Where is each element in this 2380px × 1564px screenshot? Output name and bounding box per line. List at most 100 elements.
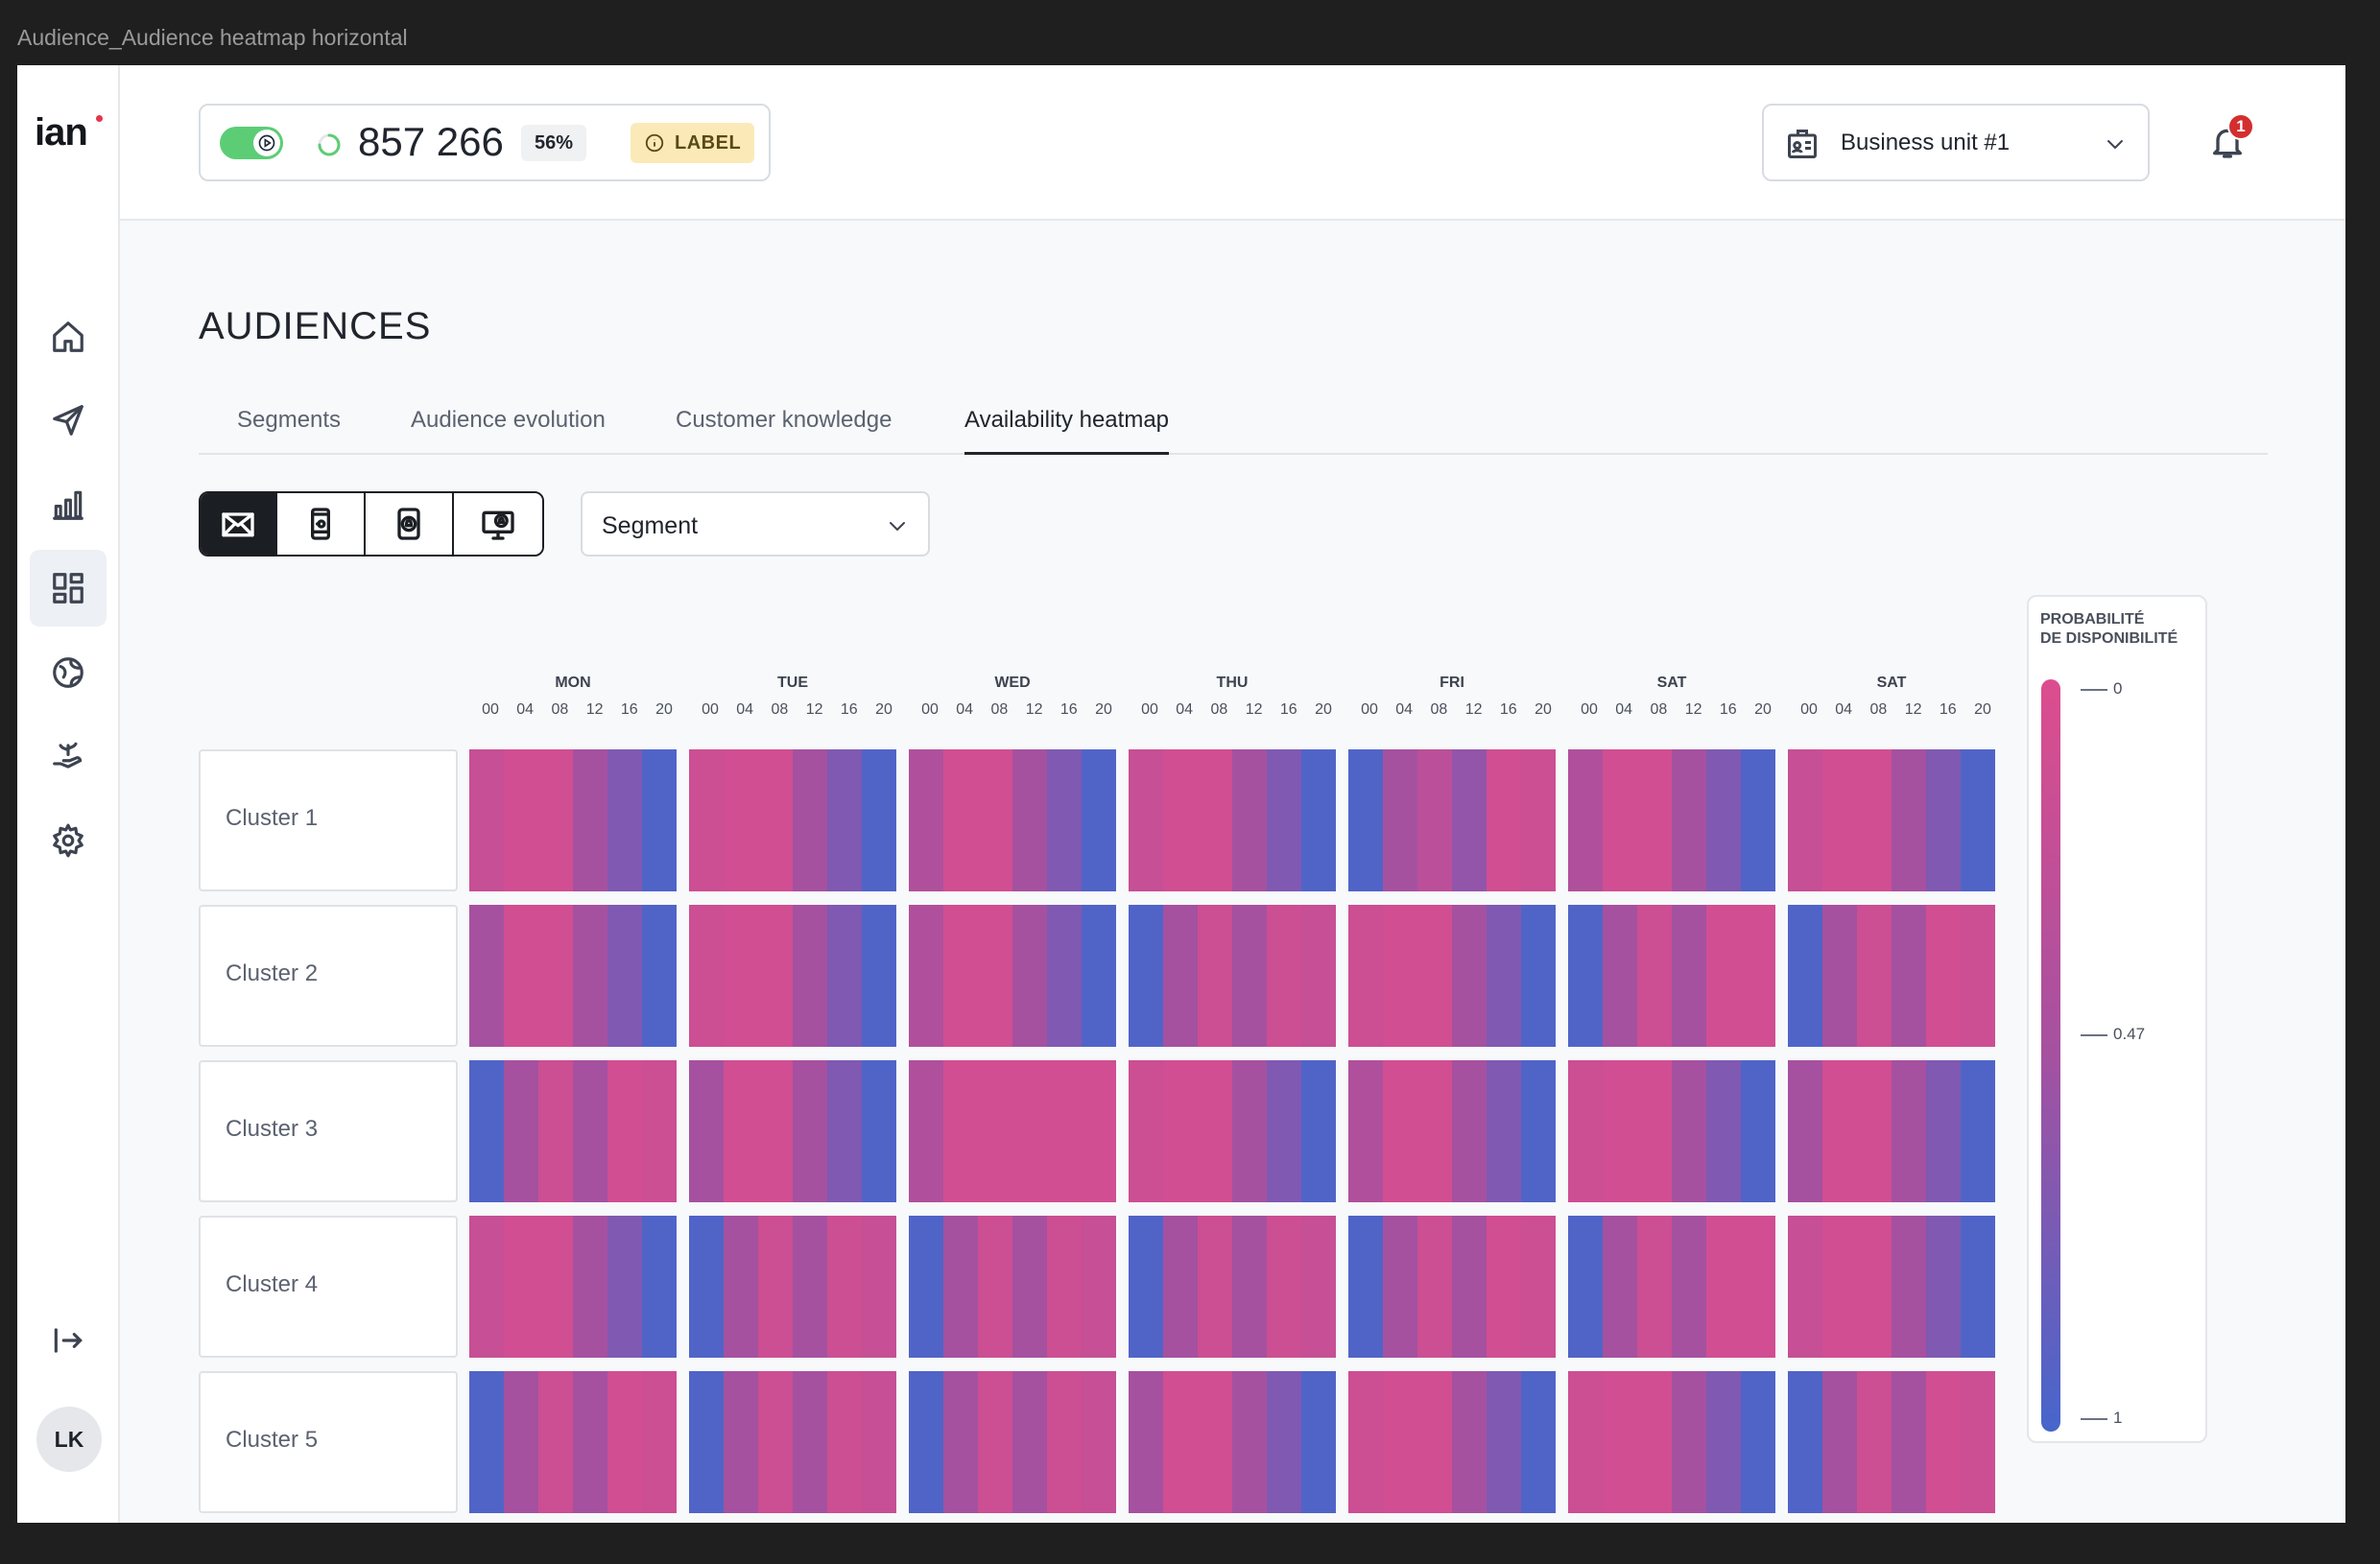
heatmap-cell[interactable]: [1082, 905, 1116, 1047]
heatmap-cell[interactable]: [1232, 1060, 1267, 1202]
heatmap-cell[interactable]: [607, 1060, 642, 1202]
heatmap-cell[interactable]: [1082, 749, 1116, 891]
heatmap-cell[interactable]: [1741, 1371, 1775, 1513]
heatmap-cell[interactable]: [573, 905, 607, 1047]
heatmap-cell[interactable]: [1822, 905, 1857, 1047]
heatmap-cell[interactable]: [1301, 1060, 1336, 1202]
heatmap-cell[interactable]: [1672, 1371, 1706, 1513]
heatmap-cell[interactable]: [724, 749, 758, 891]
heatmap-cell[interactable]: [1568, 749, 1603, 891]
heatmap-cell[interactable]: [1452, 1216, 1487, 1358]
heatmap-cell[interactable]: [1926, 749, 1961, 891]
collapse-sidebar-button[interactable]: [50, 1322, 86, 1359]
cluster-row-label[interactable]: Cluster 3: [199, 1060, 458, 1202]
heatmap-cell[interactable]: [607, 1371, 642, 1513]
sidebar-item-global[interactable]: [30, 634, 107, 711]
heatmap-cell[interactable]: [1568, 1216, 1603, 1358]
heatmap-cell[interactable]: [607, 1216, 642, 1358]
heatmap-cell[interactable]: [504, 1216, 538, 1358]
heatmap-cell[interactable]: [978, 1216, 1012, 1358]
heatmap-cell[interactable]: [978, 905, 1012, 1047]
heatmap-cell[interactable]: [1348, 1216, 1383, 1358]
heatmap-cell[interactable]: [1603, 905, 1637, 1047]
business-unit-select[interactable]: Business unit #1: [1762, 104, 2150, 181]
heatmap-cell[interactable]: [827, 905, 862, 1047]
heatmap-cell[interactable]: [1961, 749, 1995, 891]
heatmap-cell[interactable]: [1012, 749, 1047, 891]
heatmap-cell[interactable]: [1521, 1216, 1556, 1358]
heatmap-cell[interactable]: [1961, 905, 1995, 1047]
heatmap-cell[interactable]: [1892, 749, 1926, 891]
heatmap-cell[interactable]: [793, 1216, 827, 1358]
heatmap-cell[interactable]: [1857, 905, 1892, 1047]
heatmap-cell[interactable]: [1741, 1216, 1775, 1358]
heatmap-cell[interactable]: [1672, 1216, 1706, 1358]
heatmap-cell[interactable]: [1047, 1216, 1082, 1358]
heatmap-cell[interactable]: [1521, 1371, 1556, 1513]
channel-push-button[interactable]: [366, 493, 454, 555]
cluster-row-label[interactable]: Cluster 2: [199, 905, 458, 1047]
channel-web-button[interactable]: [454, 493, 542, 555]
heatmap-cell[interactable]: [1417, 1060, 1452, 1202]
heatmap-cell[interactable]: [793, 905, 827, 1047]
heatmap-cell[interactable]: [827, 1371, 862, 1513]
heatmap-cell[interactable]: [1961, 1371, 1995, 1513]
heatmap-cell[interactable]: [1163, 749, 1198, 891]
heatmap-cell[interactable]: [504, 1060, 538, 1202]
heatmap-cell[interactable]: [862, 1371, 896, 1513]
heatmap-cell[interactable]: [538, 749, 573, 891]
heatmap-cell[interactable]: [1521, 1060, 1556, 1202]
heatmap-cell[interactable]: [1603, 1060, 1637, 1202]
heatmap-cell[interactable]: [1822, 1371, 1857, 1513]
heatmap-cell[interactable]: [1487, 1060, 1521, 1202]
heatmap-cell[interactable]: [1163, 1216, 1198, 1358]
heatmap-cell[interactable]: [1232, 1216, 1267, 1358]
heatmap-cell[interactable]: [758, 1371, 793, 1513]
heatmap-cell[interactable]: [758, 1060, 793, 1202]
heatmap-cell[interactable]: [827, 749, 862, 891]
heatmap-cell[interactable]: [943, 1216, 978, 1358]
heatmap-cell[interactable]: [642, 1060, 677, 1202]
heatmap-cell[interactable]: [909, 1216, 943, 1358]
heatmap-cell[interactable]: [1301, 1216, 1336, 1358]
heatmap-cell[interactable]: [642, 1371, 677, 1513]
heatmap-cell[interactable]: [1788, 905, 1822, 1047]
heatmap-cell[interactable]: [1301, 905, 1336, 1047]
channel-sms-button[interactable]: [277, 493, 366, 555]
heatmap-cell[interactable]: [1129, 905, 1163, 1047]
heatmap-cell[interactable]: [1383, 1371, 1417, 1513]
heatmap-cell[interactable]: [1417, 1216, 1452, 1358]
heatmap-cell[interactable]: [469, 1371, 504, 1513]
heatmap-cell[interactable]: [1857, 1060, 1892, 1202]
heatmap-cell[interactable]: [1383, 1216, 1417, 1358]
cluster-row-label[interactable]: Cluster 4: [199, 1216, 458, 1358]
heatmap-cell[interactable]: [724, 1060, 758, 1202]
cluster-row-label[interactable]: Cluster 1: [199, 749, 458, 891]
heatmap-cell[interactable]: [724, 1371, 758, 1513]
heatmap-cell[interactable]: [1487, 1371, 1521, 1513]
heatmap-cell[interactable]: [1857, 1371, 1892, 1513]
sidebar-item-home[interactable]: [30, 298, 107, 375]
heatmap-cell[interactable]: [1706, 1371, 1741, 1513]
heatmap-cell[interactable]: [1822, 1060, 1857, 1202]
heatmap-cell[interactable]: [1706, 905, 1741, 1047]
heatmap-cell[interactable]: [689, 749, 724, 891]
heatmap-cell[interactable]: [1082, 1060, 1116, 1202]
heatmap-cell[interactable]: [1267, 905, 1301, 1047]
heatmap-cell[interactable]: [724, 905, 758, 1047]
sidebar-item-settings[interactable]: [30, 802, 107, 879]
heatmap-cell[interactable]: [1129, 1371, 1163, 1513]
heatmap-cell[interactable]: [1348, 749, 1383, 891]
heatmap-cell[interactable]: [1857, 1216, 1892, 1358]
heatmap-cell[interactable]: [1568, 905, 1603, 1047]
heatmap-cell[interactable]: [1637, 1216, 1672, 1358]
tab-availability-heatmap[interactable]: Availability heatmap: [964, 407, 1170, 455]
heatmap-cell[interactable]: [1822, 1216, 1857, 1358]
heatmap-cell[interactable]: [1672, 905, 1706, 1047]
heatmap-cell[interactable]: [573, 1371, 607, 1513]
heatmap-cell[interactable]: [1603, 1371, 1637, 1513]
heatmap-cell[interactable]: [1163, 1371, 1198, 1513]
heatmap-cell[interactable]: [1788, 749, 1822, 891]
heatmap-cell[interactable]: [1822, 749, 1857, 891]
heatmap-cell[interactable]: [1741, 1060, 1775, 1202]
